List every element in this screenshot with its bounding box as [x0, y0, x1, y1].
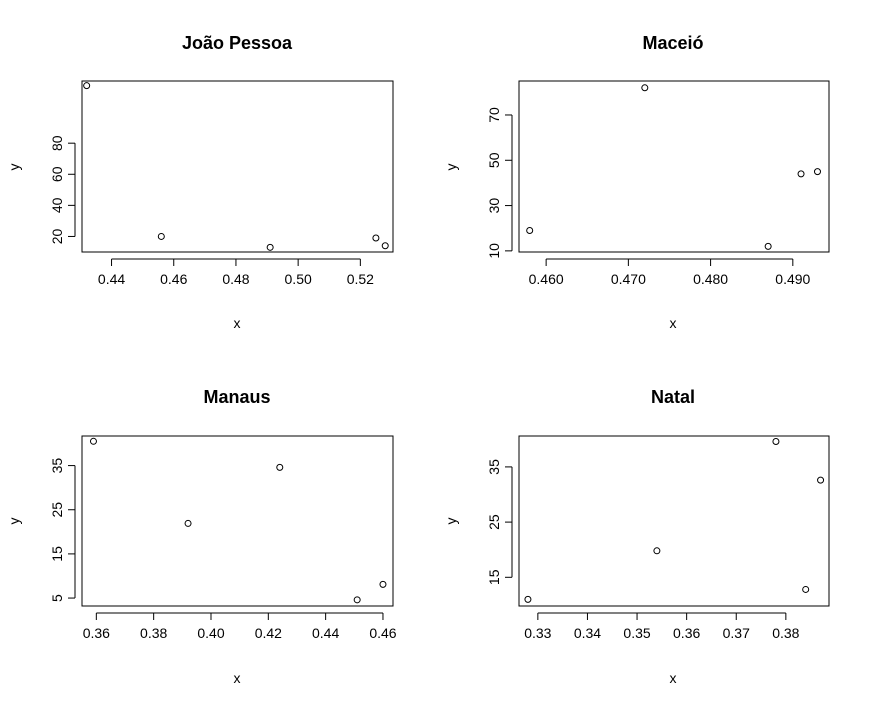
chart-3-x-tick-label: 0.36	[673, 625, 700, 641]
chart-1-title: Maceió	[642, 33, 703, 53]
chart-2-x-tick-label: 0.44	[312, 625, 339, 641]
chart-3-y-axis-label: y	[443, 518, 459, 525]
chart-0-data-point	[157, 232, 165, 240]
chart-0-x-tick-label: 0.52	[347, 271, 374, 287]
chart-3-panel: Natal 0.33 0.34 0.35 0.36 0.37 0.38 15 25 35 x y	[443, 387, 830, 686]
chart-0-data-point	[381, 242, 389, 250]
chart-0-title: João Pessoa	[182, 33, 293, 53]
chart-2-data-point	[379, 580, 387, 588]
chart-1-data-point	[641, 84, 649, 92]
chart-3-x-tick-label: 0.33	[524, 625, 551, 641]
chart-0-x-tick-label: 0.46	[160, 271, 187, 287]
chart-3-x-tick-label: 0.38	[772, 625, 799, 641]
chart-3-data-point	[524, 595, 532, 603]
chart-3-plot-frame	[518, 435, 830, 607]
chart-3-y-tick-label: 25	[486, 514, 502, 530]
chart-2-data-point	[276, 463, 284, 471]
chart-2-x-tick-label: 0.46	[369, 625, 396, 641]
chart-3-y-tick-label: 15	[486, 569, 502, 585]
chart-0-x-axis-label: x	[234, 315, 241, 331]
chart-1-data-point	[813, 168, 821, 176]
chart-1-x-tick-label: 0.460	[529, 271, 564, 287]
chart-1-x-tick-label: 0.470	[611, 271, 646, 287]
chart-0-data-point	[266, 243, 274, 251]
chart-1-y-tick-label: 30	[486, 198, 502, 214]
chart-1-x-tick-label: 0.490	[775, 271, 810, 287]
chart-3-x-axis-label: x	[670, 670, 677, 686]
chart-3-x-tick-label: 0.37	[723, 625, 750, 641]
chart-0-x-tick-label: 0.44	[98, 271, 125, 287]
chart-2-x-tick-label: 0.38	[140, 625, 167, 641]
chart-3-data-point	[817, 476, 825, 484]
chart-2-panel: Manaus 0.36 0.38 0.40 0.42 0.44 0.46 5 15 25 35 x y	[6, 387, 397, 686]
chart-1-y-axis-label: y	[443, 164, 459, 171]
chart-3-y-tick-label: 35	[486, 459, 502, 475]
chart-0-x-tick-label: 0.48	[222, 271, 249, 287]
chart-2-data-point	[184, 519, 192, 527]
chart-0-y-tick-label: 20	[49, 228, 65, 244]
chart-2-title: Manaus	[203, 387, 270, 407]
chart-0-data-point	[372, 234, 380, 242]
chart-2-y-tick-label: 25	[49, 502, 65, 518]
chart-1-data-point	[526, 226, 534, 234]
chart-2-x-tick-label: 0.36	[83, 625, 110, 641]
chart-3-data-point	[772, 438, 780, 446]
chart-0-panel: João Pessoa 0.44 0.46 0.48 0.50 0.52 20 40 60 80 x…	[6, 33, 394, 331]
chart-2-x-tick-label: 0.40	[197, 625, 224, 641]
chart-1-x-tick-label: 0.480	[693, 271, 728, 287]
chart-0-y-axis-label: y	[6, 164, 22, 171]
chart-1-y-tick-label: 70	[486, 107, 502, 123]
chart-0-data-point	[83, 82, 91, 90]
chart-2-y-tick-label: 5	[49, 594, 65, 602]
chart-0-y-tick-label: 80	[49, 135, 65, 151]
chart-2-data-point	[89, 437, 97, 445]
chart-1-data-point	[764, 242, 772, 250]
chart-3-data-point	[653, 547, 661, 555]
chart-0-y-tick-label: 60	[49, 166, 65, 182]
chart-1-panel: Maceió 0.460 0.470 0.480 0.490 10 30 50 70 x y	[443, 33, 830, 331]
chart-1-y-tick-label: 10	[486, 243, 502, 259]
chart-2-y-tick-label: 15	[49, 546, 65, 562]
chart-2-data-point	[353, 596, 361, 604]
chart-3-title: Natal	[651, 387, 695, 407]
chart-0-plot-frame	[81, 80, 394, 253]
chart-2-y-tick-label: 35	[49, 458, 65, 474]
chart-3-x-tick-label: 0.34	[574, 625, 601, 641]
chart-1-plot-frame	[518, 80, 830, 253]
chart-2-plot-frame	[81, 435, 394, 607]
chart-2-y-axis-label: y	[6, 518, 22, 525]
chart-3-data-point	[802, 585, 810, 593]
chart-1-x-axis-label: x	[670, 315, 677, 331]
chart-2-x-tick-label: 0.42	[255, 625, 282, 641]
chart-1-data-point	[797, 170, 805, 178]
chart-0-x-tick-label: 0.50	[285, 271, 312, 287]
chart-3-x-tick-label: 0.35	[623, 625, 650, 641]
chart-1-y-tick-label: 50	[486, 152, 502, 168]
chart-0-y-tick-label: 40	[49, 197, 65, 213]
chart-2-x-axis-label: x	[234, 670, 241, 686]
